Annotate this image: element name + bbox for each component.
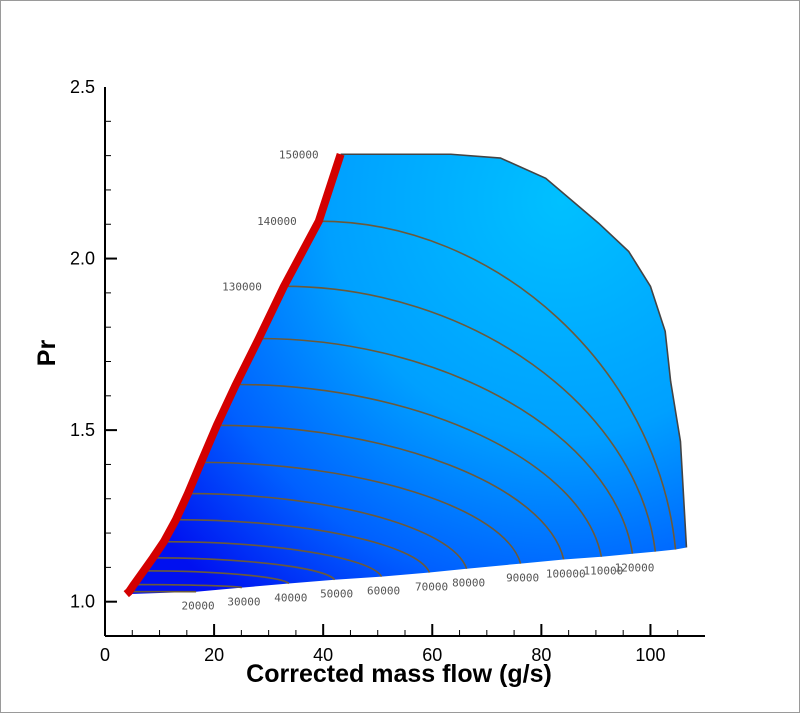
speed-label-90000: 90000 xyxy=(506,572,539,585)
y-axis-title: Pr xyxy=(33,340,61,367)
x-tick-label: 40 xyxy=(313,645,333,665)
x-axis-title: Corrected mass flow (g/s) xyxy=(246,660,552,688)
speed-line-120000 xyxy=(258,337,634,554)
speed-line-90000 xyxy=(200,461,522,564)
speed-label-60000: 60000 xyxy=(367,585,400,598)
speed-line-110000 xyxy=(235,383,603,557)
speed-labels: 20000 30000 40000 50000 60000 70000 80000 90000… xyxy=(182,148,655,612)
speed-label-140000: 140000 xyxy=(257,215,297,228)
speed-line-100000 xyxy=(216,424,565,560)
speed-line-150000 xyxy=(340,153,688,548)
speed-line-30000 xyxy=(133,583,243,589)
speed-label-150000: 150000 xyxy=(279,148,319,161)
speed-line-60000 xyxy=(163,540,383,578)
speed-label-30000: 30000 xyxy=(227,596,260,609)
speed-label-80000: 80000 xyxy=(452,577,485,590)
x-tick-label: 80 xyxy=(531,645,551,665)
x-tick-label: 100 xyxy=(635,645,665,665)
x-tick-label: 20 xyxy=(204,645,224,665)
x-tick-label: 60 xyxy=(422,645,442,665)
speed-label-100000: 100000 xyxy=(546,567,586,580)
operating-region-fill xyxy=(126,154,687,595)
speed-label-70000: 70000 xyxy=(415,581,448,594)
speed-label-20000: 20000 xyxy=(182,600,215,613)
speed-label-50000: 50000 xyxy=(320,588,353,601)
speed-line-40000 xyxy=(143,570,290,585)
y-tick-label: 1.0 xyxy=(70,592,95,612)
x-tick-label: 0 xyxy=(100,645,110,665)
speed-label-130000: 130000 xyxy=(222,280,262,293)
speed-label-110000: 110000 xyxy=(583,565,623,578)
speed-label-40000: 40000 xyxy=(274,592,307,605)
y-tick-label: 2.5 xyxy=(70,77,95,97)
surge-line xyxy=(123,153,345,598)
speed-line-140000 xyxy=(318,220,677,550)
speed-line-70000 xyxy=(175,518,431,573)
y-tick-label: 2.0 xyxy=(70,249,95,269)
speed-lines xyxy=(129,153,688,593)
y-tick-label: 1.5 xyxy=(70,420,95,440)
speed-line-50000 xyxy=(152,556,336,581)
speed-label-120000: 120000 xyxy=(615,562,655,575)
speed-line-80000 xyxy=(187,492,468,570)
speed-line-130000 xyxy=(283,285,657,552)
axes: 0 20 40 60 80 100 1.0 1.5 2.0 2.5 xyxy=(70,77,705,665)
